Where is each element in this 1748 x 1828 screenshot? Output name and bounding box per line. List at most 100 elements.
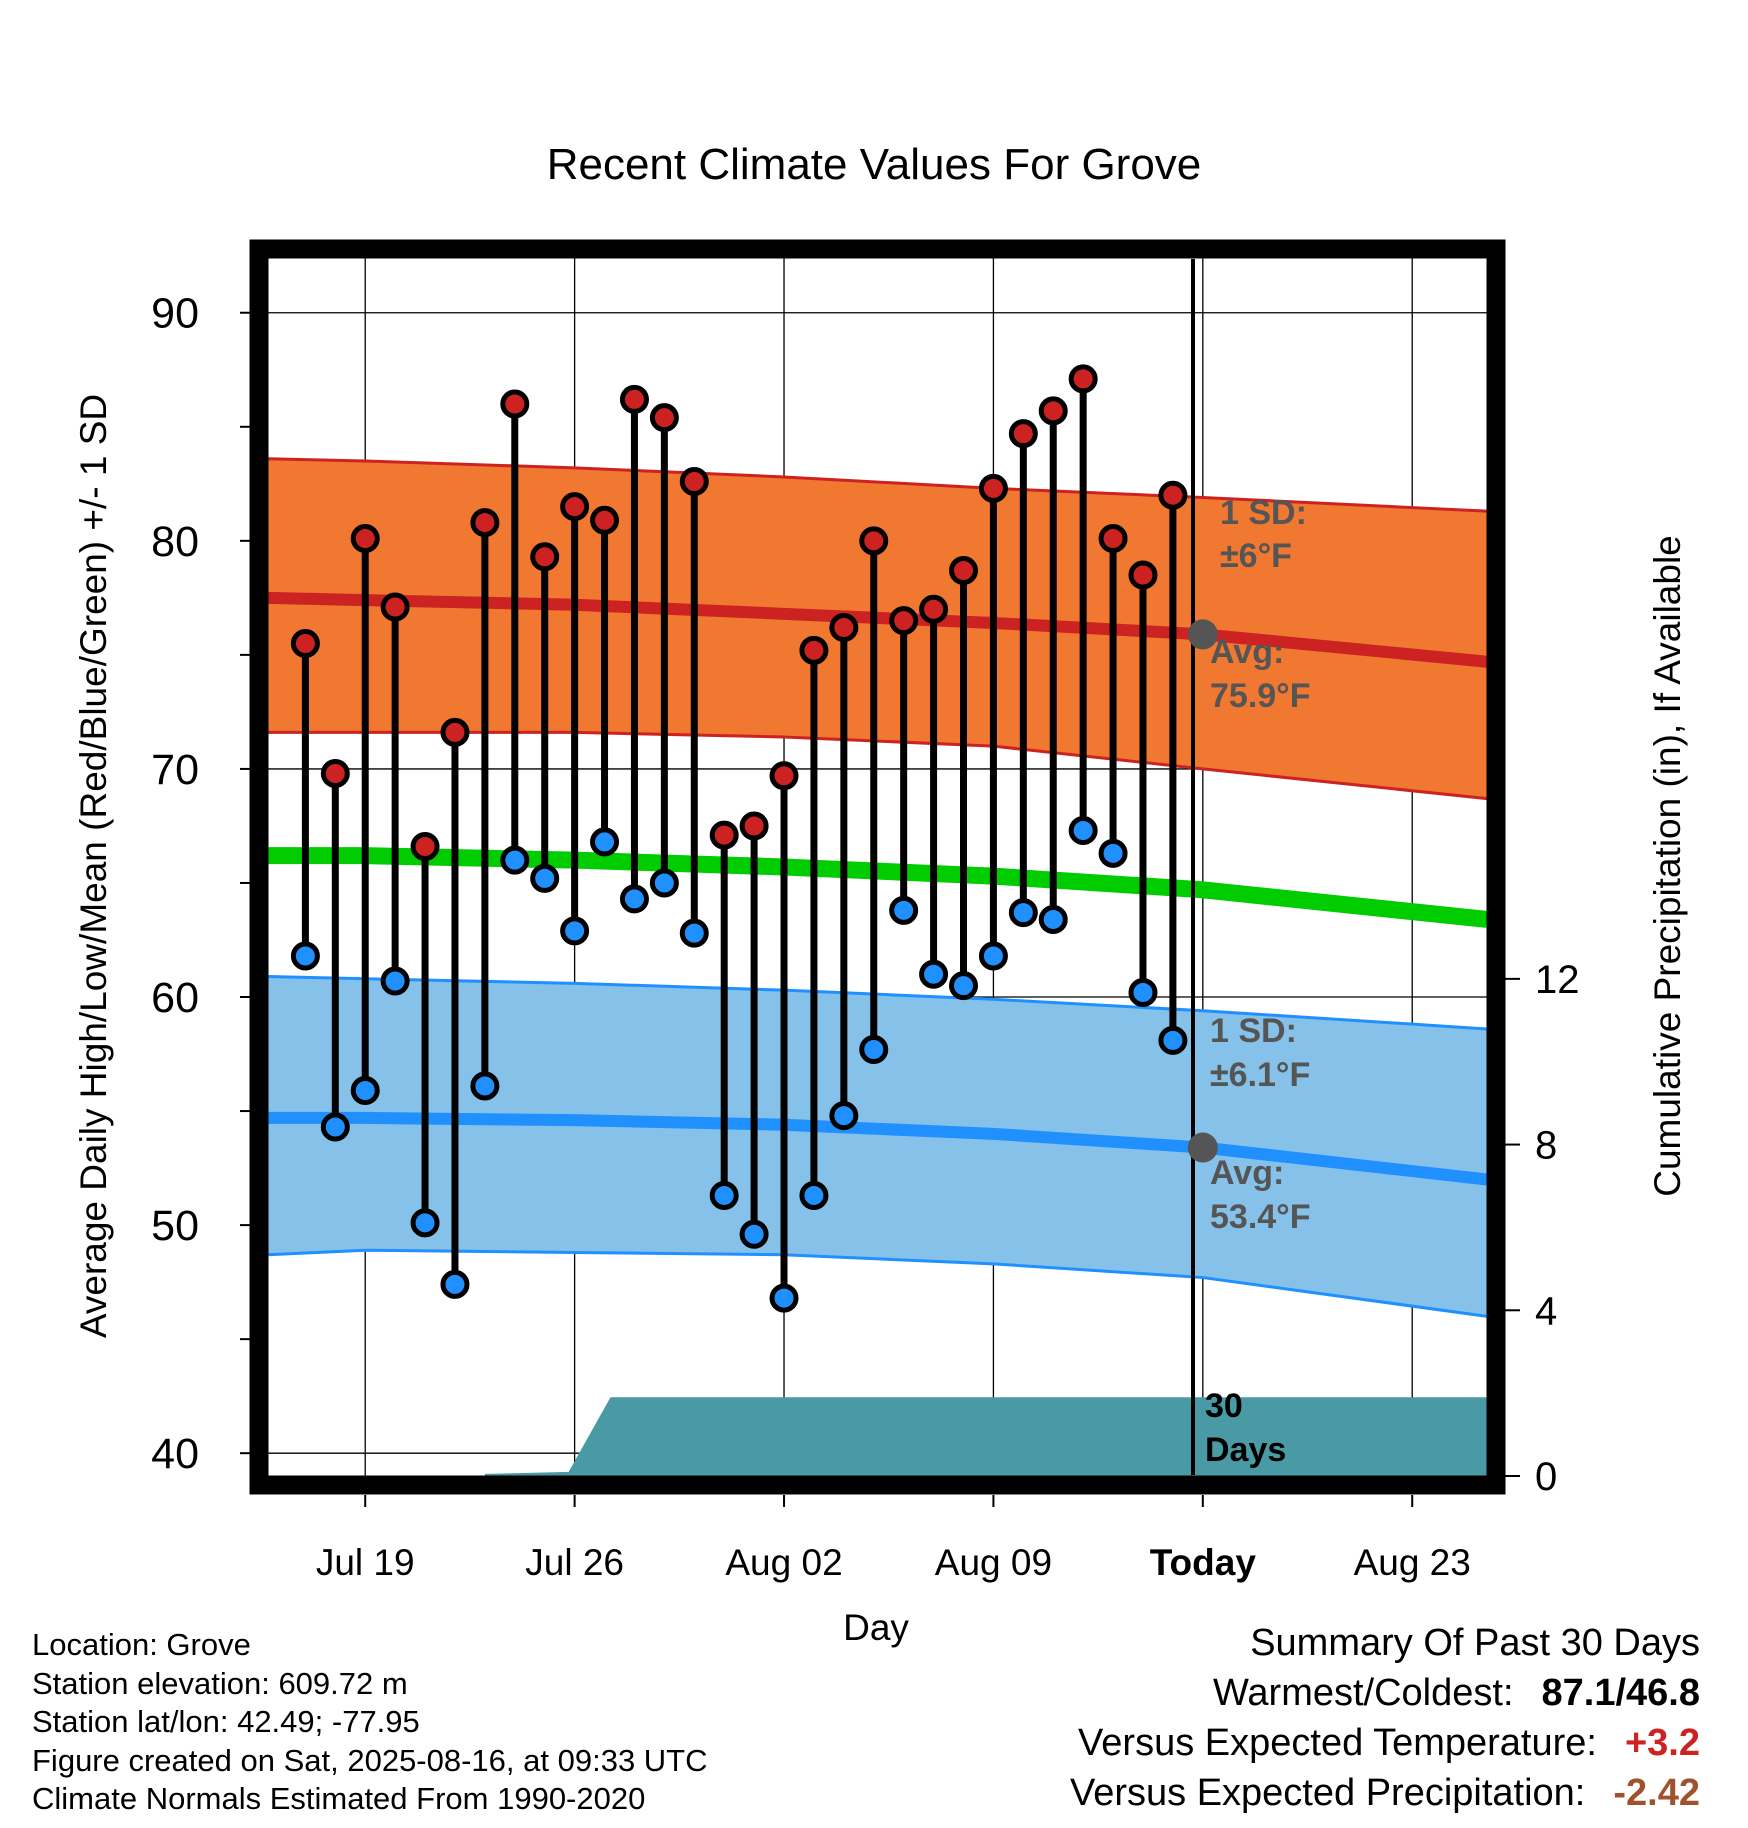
precip-anomaly-label: Versus Expected Precipitation: bbox=[1069, 1772, 1586, 1814]
low-sd-value: ±6.1°F bbox=[1210, 1056, 1310, 1094]
high-point bbox=[679, 467, 709, 497]
summary-panel: Summary Of Past 30 Days Warmest/Coldest:… bbox=[1070, 1618, 1700, 1818]
mean-line bbox=[268, 847, 1488, 928]
y2-tick-label: 8 bbox=[1535, 1124, 1557, 1168]
x-tick-label: Aug 09 bbox=[935, 1542, 1052, 1583]
low-point bbox=[290, 941, 320, 971]
low-point bbox=[320, 1112, 350, 1142]
high-point bbox=[1158, 480, 1188, 510]
low-point bbox=[709, 1180, 739, 1210]
high-point bbox=[1068, 364, 1098, 394]
low-point bbox=[440, 1269, 470, 1299]
high-sd-value: ±6°F bbox=[1220, 537, 1292, 575]
high-point bbox=[978, 473, 1008, 503]
low-avg-marker bbox=[1187, 1132, 1218, 1163]
low-point bbox=[889, 895, 919, 925]
high-point bbox=[739, 811, 769, 841]
high-point bbox=[619, 384, 649, 414]
info-elevation: Station elevation: 609.72 m bbox=[32, 1665, 408, 1701]
high-point bbox=[290, 628, 320, 658]
low-point bbox=[1098, 838, 1128, 868]
x-tick-label: Jul 19 bbox=[316, 1542, 415, 1583]
low-sd-band bbox=[268, 976, 1487, 1317]
info-location: Location: Grove bbox=[32, 1627, 251, 1662]
y-tick-label: 60 bbox=[151, 974, 199, 1022]
high-point bbox=[1008, 419, 1038, 449]
info-latlon: Station lat/lon: 42.49; -77.95 bbox=[32, 1704, 420, 1739]
high-point bbox=[769, 761, 799, 791]
x-axis-label: Day bbox=[843, 1607, 909, 1648]
days-label: Days bbox=[1205, 1431, 1286, 1469]
y-tick-label: 80 bbox=[151, 518, 199, 566]
high-point bbox=[889, 606, 919, 636]
temp-anomaly-label: Versus Expected Temperature: bbox=[1078, 1722, 1597, 1764]
x-axis: Jul 19 Jul 26 Aug 02 Aug 09 Today Aug 23 bbox=[316, 1495, 1471, 1583]
high-point bbox=[530, 542, 560, 572]
low-avg-label: Avg: bbox=[1210, 1154, 1284, 1192]
low-point bbox=[1128, 977, 1158, 1007]
high-point bbox=[590, 505, 620, 535]
low-point bbox=[769, 1283, 799, 1313]
low-point bbox=[949, 971, 979, 1001]
low-point bbox=[530, 863, 560, 893]
high-avg-label: Avg: bbox=[1210, 633, 1284, 671]
info-created: Figure created on Sat, 2025-08-16, at 09… bbox=[32, 1742, 708, 1778]
high-point bbox=[380, 592, 410, 622]
high-point bbox=[1038, 396, 1068, 426]
x-tick-label: Today bbox=[1150, 1542, 1257, 1583]
low-point bbox=[380, 966, 410, 996]
low-point bbox=[560, 916, 590, 946]
high-point bbox=[709, 820, 739, 850]
high-point bbox=[859, 526, 889, 556]
low-point bbox=[978, 941, 1008, 971]
x-tick-label: Aug 02 bbox=[725, 1542, 842, 1583]
low-point bbox=[1008, 898, 1038, 928]
low-point bbox=[500, 845, 530, 875]
high-point bbox=[949, 555, 979, 585]
y-axis-label-left: Average Daily High/Low/Mean (Red/Blue/Gr… bbox=[73, 394, 114, 1338]
y2-tick-label: 4 bbox=[1535, 1289, 1557, 1333]
low-point bbox=[739, 1219, 769, 1249]
high-point bbox=[919, 594, 949, 624]
precip-area bbox=[484, 1397, 1487, 1476]
summary-warm-cold: Warmest/Coldest: 87.1/46.8 bbox=[1070, 1668, 1700, 1718]
summary-temp: Versus Expected Temperature: +3.2 bbox=[1070, 1718, 1700, 1768]
precip-area-layer bbox=[484, 1397, 1487, 1476]
annotations: 1 SD: ±6°F Avg: 75.9°F 1 SD: ±6.1°F Avg:… bbox=[1205, 494, 1311, 1469]
low-point bbox=[619, 884, 649, 914]
high-point bbox=[799, 635, 829, 665]
high-avg-marker bbox=[1187, 619, 1218, 650]
y2-tick-label: 0 bbox=[1535, 1455, 1557, 1499]
x-tick-label: Aug 23 bbox=[1354, 1542, 1471, 1583]
warm-cold-label: Warmest/Coldest: bbox=[1212, 1672, 1514, 1714]
summary-precip: Versus Expected Precipitation: -2.42 bbox=[1070, 1768, 1700, 1818]
low-point bbox=[919, 959, 949, 989]
high-point bbox=[470, 508, 500, 538]
low-point bbox=[410, 1208, 440, 1238]
station-info: Location: Grove Station elevation: 609.7… bbox=[32, 1626, 708, 1819]
precip-anomaly-value: -2.42 bbox=[1613, 1772, 1700, 1814]
chart-title: Recent Climate Values For Grove bbox=[547, 140, 1202, 189]
high-point bbox=[350, 524, 380, 554]
y-tick-label: 40 bbox=[151, 1430, 199, 1478]
high-point bbox=[440, 717, 470, 747]
temp-anomaly-value: +3.2 bbox=[1624, 1722, 1700, 1764]
info-normals: Climate Normals Estimated From 1990-2020 bbox=[32, 1781, 646, 1816]
high-point bbox=[649, 403, 679, 433]
low-point bbox=[1038, 904, 1068, 934]
plot-frame bbox=[249, 239, 1506, 1495]
high-point bbox=[560, 492, 590, 522]
days-count: 30 bbox=[1205, 1387, 1243, 1425]
warm-cold-value: 87.1/46.8 bbox=[1541, 1672, 1700, 1714]
low-sd-label: 1 SD: bbox=[1210, 1012, 1297, 1050]
high-point bbox=[320, 758, 350, 788]
low-band-layer bbox=[267, 974, 1488, 1318]
high-point bbox=[500, 389, 530, 419]
high-point bbox=[829, 613, 859, 643]
summary-heading: Summary Of Past 30 Days bbox=[1250, 1622, 1700, 1664]
high-point bbox=[1128, 560, 1158, 590]
high-sd-label: 1 SD: bbox=[1220, 494, 1307, 532]
y-tick-label: 90 bbox=[151, 290, 199, 338]
y-axis-label-right: Cumulative Precipitation (in), If Availa… bbox=[1647, 535, 1688, 1197]
